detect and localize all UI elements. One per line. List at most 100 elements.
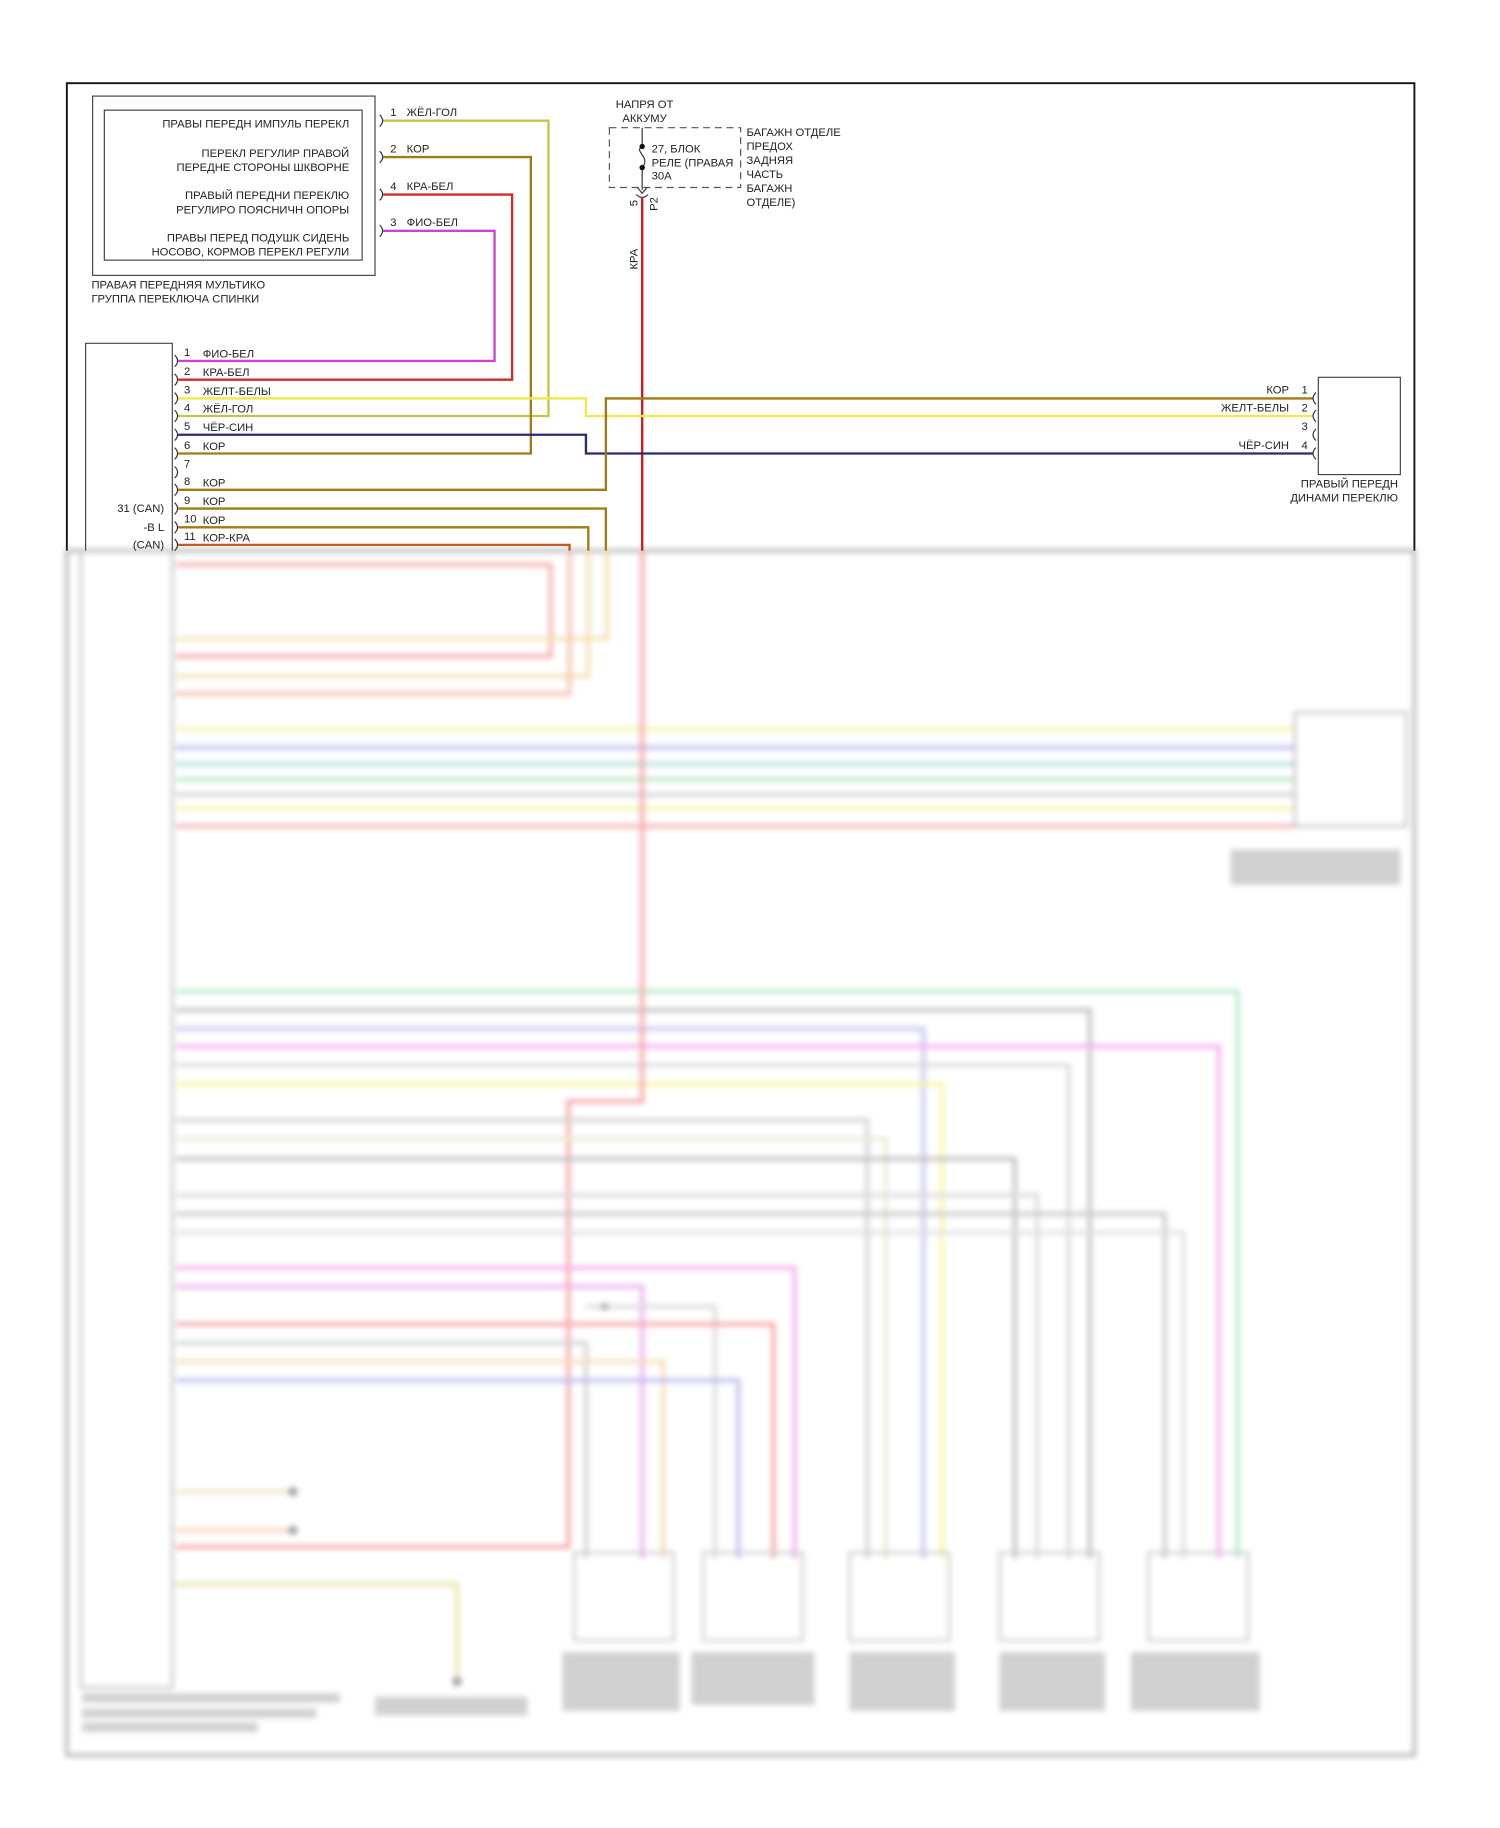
wire-zhelt-bely [178, 397, 1313, 418]
connector-pin [174, 373, 179, 386]
dynamic-switch-caption: ПРАВЫЙ ПЕРЕДН [1301, 477, 1398, 490]
wire-color-label: ЧЁР-СИН [1238, 440, 1289, 452]
switch-group-inner-box [103, 109, 363, 261]
location-line: ОТДЕЛЕ) [746, 197, 795, 209]
location-line: БАГАЖН ОТДЕЛЕ [746, 127, 841, 139]
wire-kor-8 [178, 397, 1313, 491]
wire-color-label: ЖЕЛТ-БЕЛЫ [203, 386, 271, 398]
switch-group-outer-box [92, 95, 376, 276]
wire-color-label: КОР [203, 441, 226, 453]
connector-pin [174, 354, 179, 368]
connector-pin [1312, 409, 1317, 423]
wire-color-label: КОР [203, 477, 226, 489]
pin-number: 1 [184, 347, 190, 359]
pin-number: 2 [390, 143, 396, 155]
pin-number: 6 [184, 440, 190, 452]
connector-pin [1312, 428, 1317, 442]
pin-number: 3 [184, 385, 190, 397]
function-label: ПРАВЫЙ ПЕРЕДНИ ПЕРЕКЛЮ [185, 189, 349, 202]
fuse-supply-label: АККУМУ [622, 113, 667, 125]
fuse-label: 27, БЛОК [652, 143, 701, 155]
pin-number: 2 [184, 366, 190, 378]
wire-cher-sin [178, 433, 1313, 455]
wire-kra-bel-top [178, 193, 514, 381]
wire-color-label: КОР [203, 515, 226, 527]
diagram-frame [65, 82, 1416, 551]
wire-kor-9 [178, 507, 608, 551]
wire-kor-top [178, 155, 533, 455]
connector-pin [174, 465, 179, 479]
pin-number: 1 [390, 107, 396, 119]
connector-pin [174, 428, 179, 442]
fuse-icon [638, 127, 646, 190]
dynamic-switch-box [1317, 376, 1401, 476]
wire-color-label: ФИО-БЕЛ [203, 348, 254, 360]
pin-number: 5 [184, 421, 190, 433]
connector-pin [174, 521, 179, 534]
seat-module-box [85, 342, 173, 551]
location-line: ЧАСТЬ [746, 169, 783, 181]
connector-pin [1312, 392, 1317, 405]
dynamic-switch-caption: ДИНАМИ ПЕРЕКЛЮ [1290, 493, 1398, 505]
function-label: ПЕРЕКЛ РЕГУЛИР ПРАВОЙ [202, 147, 350, 160]
wire-color-label: КРА-БЕЛ [203, 367, 250, 379]
wire-color-label: ЖЁЛ-ГОЛ [407, 107, 457, 119]
wire-color-label: ЖЁЛ-ГОЛ [203, 403, 253, 415]
wire-zhel-gol-top [178, 119, 550, 418]
wire-label-kra: КРА [629, 248, 641, 269]
pin-number: 4 [390, 181, 396, 193]
wire-color-label: ЖЕЛТ-БЕЛЫ [1221, 402, 1289, 414]
connector-pin [174, 447, 179, 460]
blurred-lower-diagram [65, 548, 1417, 1758]
wire-color-label: КРА-БЕЛ [407, 181, 454, 193]
module-side-label: (CAN) [133, 539, 164, 551]
function-label: ПЕРЕДНЕ СТОРОНЫ ШКВОРНЕ [177, 162, 350, 174]
wire-kor-10 [178, 526, 590, 551]
pin-number: 9 [184, 495, 190, 507]
connector-pin [174, 392, 179, 405]
pin-number: 3 [390, 217, 396, 229]
wire-fio-bel-top [178, 229, 496, 363]
connector-pin [174, 409, 179, 423]
pin-number: 11 [184, 531, 196, 543]
connector-pin [174, 538, 179, 552]
switch-group-caption: ГРУППА ПЕРЕКЛЮЧА СПИНКИ [91, 293, 259, 305]
wire-color-label: ФИО-БЕЛ [407, 217, 458, 229]
location-line: БАГАЖН [746, 183, 792, 195]
wire-color-label: КОР [407, 143, 430, 155]
connector-pin [379, 114, 384, 127]
pin-number: 7 [184, 459, 190, 471]
connector-pin [379, 150, 384, 164]
module-side-label: 31 (CAN) [117, 503, 164, 515]
location-line: ЗАДНЯЯ [746, 155, 793, 167]
pin-number: 4 [1302, 440, 1308, 452]
pin-number: 3 [1302, 421, 1308, 433]
fuse-label: 30A [652, 170, 672, 182]
pin-number: 1 [1302, 385, 1308, 397]
fuse-label: РЕЛЕ (ПРАВАЯ [652, 157, 734, 169]
pin-number: 8 [184, 476, 190, 488]
connector-pin [1312, 447, 1317, 460]
switch-group-caption: ПРАВАЯ ПЕРЕДНЯЯ МУЛЬТИКО [91, 279, 265, 291]
connector-pin [174, 483, 179, 497]
function-label: ПРАВЫ ПЕРЕД ПОДУШК СИДЕНЬ [167, 232, 349, 244]
fuse-supply-label: НАПРЯ ОТ [616, 99, 674, 111]
wire-color-label: КОР [1266, 385, 1289, 397]
location-line: ПРЕДОХ [746, 141, 793, 153]
fuse-location: БАГАЖН ОТДЕЛЕ ПРЕДОХ ЗАДНЯЯ ЧАСТЬ БАГАЖН… [746, 127, 841, 209]
pin-number: 2 [1302, 402, 1308, 414]
connector-pin [379, 188, 384, 201]
function-label: НОСОВО, КОРМОВ ПЕРЕКЛ РЕГУЛИ [152, 246, 350, 258]
wire-kor-kra-11 [178, 543, 571, 551]
function-label: РЕГУЛИРО ПОЯСНИЧН ОПОРЫ [176, 204, 349, 216]
connector-pin [174, 502, 179, 515]
wire-color-label: КОР-КРА [203, 532, 251, 544]
switch-functions: ПРАВЫ ПЕРЕДН ИМПУЛЬ ПЕРЕКЛ ПЕРЕКЛ РЕГУЛИ… [152, 119, 350, 259]
wire-color-label: ЧЁР-СИН [203, 422, 254, 434]
wire-color-label: КОР [203, 496, 226, 508]
fuse-connector: P2 [648, 197, 660, 211]
pin-number: 10 [184, 514, 197, 526]
module-side-label: -B L [143, 522, 164, 534]
function-label: ПРАВЫ ПЕРЕДН ИМПУЛЬ ПЕРЕКЛ [162, 119, 349, 131]
